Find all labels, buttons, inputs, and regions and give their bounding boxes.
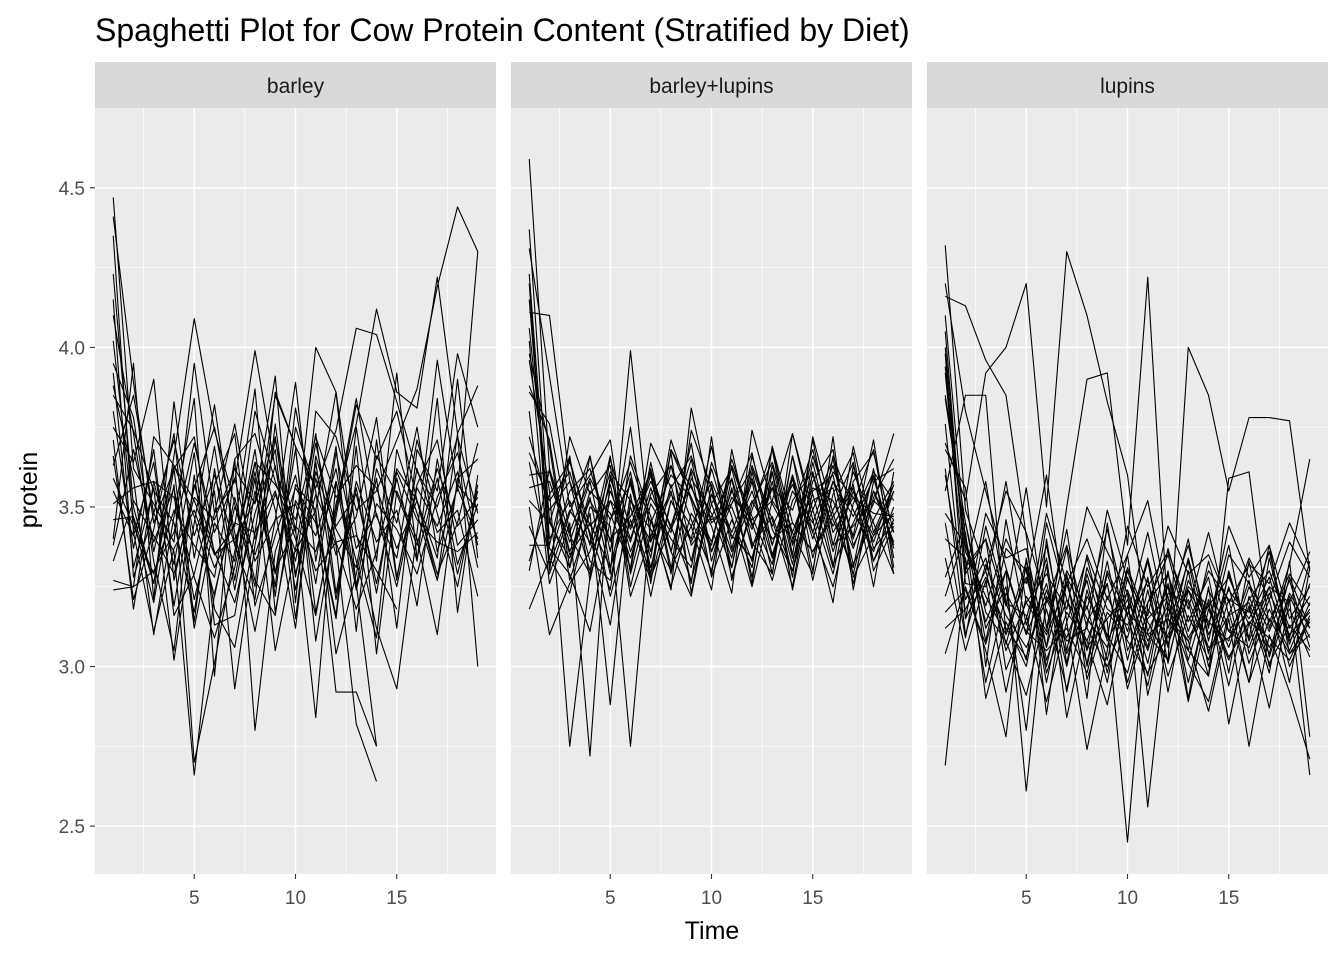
series-line (528, 360, 895, 747)
series-line (112, 372, 479, 639)
series-line (528, 436, 895, 581)
series-line (944, 449, 1311, 693)
facet-panel-2: barley+lupins 5 10 15 (511, 62, 912, 909)
series-line (944, 468, 1311, 668)
series-line (529, 350, 895, 594)
facet-strip (95, 62, 496, 108)
series-line (944, 251, 1311, 661)
x-tick-label: 15 (1218, 888, 1239, 909)
series-line (113, 388, 378, 747)
series-line (528, 432, 895, 588)
series-line (528, 445, 895, 636)
facet-strip (927, 62, 1328, 108)
series-line (944, 347, 1311, 668)
series-line (944, 570, 1311, 687)
series-line (944, 395, 1311, 843)
series-line (112, 445, 479, 731)
series-line (528, 283, 895, 565)
series-line (112, 206, 479, 604)
series-line (944, 366, 1311, 684)
x-tick-label: 5 (1021, 888, 1032, 909)
y-tick-label: 3.5 (59, 498, 85, 519)
series-line (112, 394, 479, 613)
series-line (944, 398, 1311, 668)
facet-strip-label: lupins (1100, 75, 1155, 98)
series-line (112, 417, 479, 601)
facet-panel-3: lupins 5 10 15 (927, 62, 1328, 909)
series-line (944, 245, 1311, 629)
series-line (944, 331, 1311, 671)
series-line (112, 397, 479, 626)
series-line (944, 538, 1311, 684)
x-tick-label: 5 (189, 888, 200, 909)
x-tick-label: 15 (802, 888, 823, 909)
series-line (528, 461, 895, 562)
facet-strip-label: barley+lupins (649, 75, 773, 98)
series-line (528, 353, 895, 706)
series-line (112, 385, 479, 719)
series-line (528, 455, 895, 585)
series-line (528, 461, 895, 597)
facet-panels: barley 5 10 15 2.5 3.0 3.5 4.0 4.5 barley+lupins 5… (59, 62, 1328, 909)
y-tick-label: 4.0 (59, 338, 85, 359)
series-line (112, 340, 479, 763)
series-line (944, 353, 1311, 703)
series-line (112, 385, 479, 677)
series-line (528, 248, 895, 585)
series-line (944, 295, 1311, 715)
y-tick-label: 3.0 (59, 658, 85, 679)
series-line (944, 474, 1311, 693)
series-line (944, 522, 1311, 687)
y-axis-title: protein (15, 452, 43, 528)
series-line (528, 411, 895, 757)
x-tick-label: 10 (1117, 888, 1138, 909)
series-line (113, 318, 479, 588)
chart-title: Spaghetti Plot for Cow Protein Content (… (95, 12, 910, 48)
facet-panel-1: barley 5 10 15 2.5 3.0 3.5 4.0 4.5 (59, 62, 496, 909)
series-line (112, 299, 479, 591)
series-line (113, 442, 398, 610)
series-line (112, 394, 378, 776)
series-line (528, 273, 895, 575)
series-line (944, 315, 1311, 639)
series-line (944, 570, 1311, 668)
series-line (528, 328, 895, 572)
facet-strip (511, 62, 912, 108)
series-line (529, 471, 895, 553)
series-line (112, 378, 479, 632)
series-line (112, 436, 479, 578)
x-tick-label: 10 (701, 888, 722, 909)
series-line (528, 391, 895, 543)
y-tick-label: 4.5 (59, 179, 85, 200)
series-line (529, 445, 895, 626)
facet-strip-label: barley (267, 75, 325, 98)
series-line (112, 448, 479, 620)
series-line (112, 235, 479, 632)
x-tick-label: 15 (386, 888, 407, 909)
x-tick-label: 5 (605, 888, 616, 909)
series-line (528, 340, 895, 597)
x-axis-title: Time (685, 917, 740, 945)
series-line (944, 522, 1311, 696)
series-line (528, 458, 895, 747)
series-line (112, 372, 378, 782)
y-tick-label: 2.5 (59, 817, 85, 838)
x-tick-label: 10 (285, 888, 306, 909)
series-line (944, 531, 1311, 737)
series-line (112, 432, 479, 652)
